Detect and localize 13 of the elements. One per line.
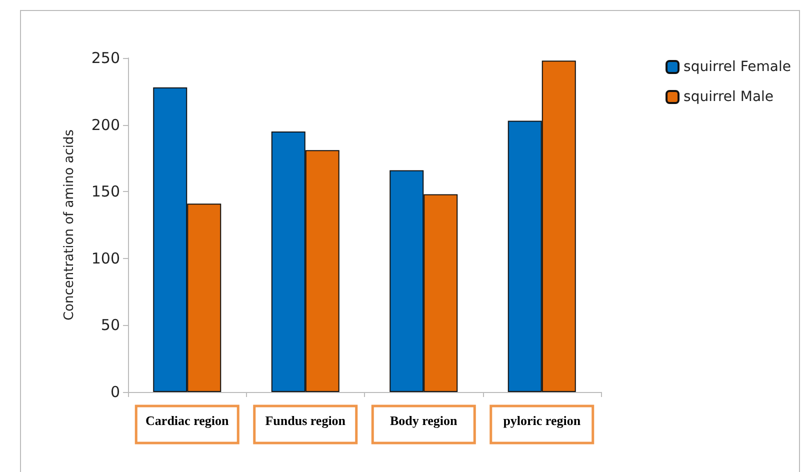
x-tick-label: Fundus region (265, 413, 346, 428)
y-tick-label: 50 (100, 316, 120, 334)
legend-label: squirrel Male (684, 89, 774, 105)
y-tick-label: 150 (91, 182, 120, 201)
x-tick-label: Body region (390, 413, 458, 428)
y-tick-label: 250 (91, 49, 120, 67)
x-tick-label: pyloric region (503, 413, 582, 428)
y-tick-label: 200 (91, 116, 120, 134)
legend-label: squirrel Female (684, 59, 792, 75)
x-tick-label: Cardiac region (146, 413, 230, 428)
y-tick-label: 100 (91, 249, 120, 268)
y-tick-label: 0 (110, 383, 120, 401)
y-axis-title: Concentration of amino acids (62, 129, 77, 321)
